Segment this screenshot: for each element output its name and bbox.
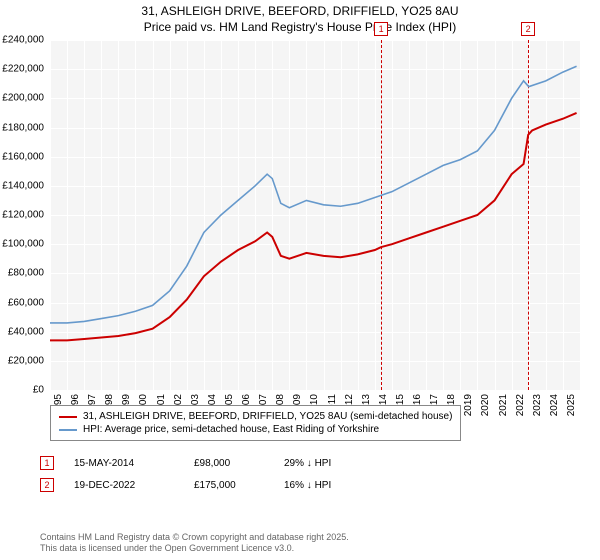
legend-label: HPI: Average price, semi-detached house,… [83, 424, 379, 435]
title-block: 31, ASHLEIGH DRIVE, BEEFORD, DRIFFIELD, … [0, 0, 600, 37]
footer-line-1: Contains HM Land Registry data © Crown c… [40, 532, 349, 543]
event-marker-box: 1 [40, 456, 54, 470]
y-axis-label: £240,000 [2, 35, 44, 46]
chart-area: £0£20,000£40,000£60,000£80,000£100,000£1… [50, 40, 580, 390]
event-marker-box: 2 [40, 478, 54, 492]
legend-item: 31, ASHLEIGH DRIVE, BEEFORD, DRIFFIELD, … [59, 410, 452, 423]
x-axis-label: 2024 [549, 394, 560, 416]
y-axis-label: £40,000 [8, 326, 44, 337]
event-pct: 16% ↓ HPI [284, 480, 374, 491]
y-axis-label: £220,000 [2, 64, 44, 75]
marker-box: 2 [521, 22, 535, 36]
x-axis-label: 2020 [480, 394, 491, 416]
events-table: 1 15-MAY-2014 £98,000 29% ↓ HPI 2 19-DEC… [40, 452, 374, 496]
y-axis-label: £160,000 [2, 151, 44, 162]
event-price: £98,000 [194, 458, 264, 469]
footer: Contains HM Land Registry data © Crown c… [40, 532, 349, 554]
footer-line-2: This data is licensed under the Open Gov… [40, 543, 349, 554]
x-axis-label: 2021 [498, 394, 509, 416]
title-line-2: Price paid vs. HM Land Registry's House … [0, 20, 600, 36]
title-line-1: 31, ASHLEIGH DRIVE, BEEFORD, DRIFFIELD, … [0, 4, 600, 20]
legend-item: HPI: Average price, semi-detached house,… [59, 423, 452, 436]
event-date: 19-DEC-2022 [74, 480, 174, 491]
y-axis-label: £20,000 [8, 355, 44, 366]
y-axis-label: £60,000 [8, 297, 44, 308]
x-axis-label: 2025 [566, 394, 577, 416]
y-axis-label: £180,000 [2, 122, 44, 133]
legend-swatch [59, 429, 77, 431]
event-pct: 29% ↓ HPI [284, 458, 374, 469]
chart-svg [50, 40, 580, 390]
event-row: 1 15-MAY-2014 £98,000 29% ↓ HPI [40, 452, 374, 474]
legend-swatch [59, 416, 77, 418]
chart-container: 31, ASHLEIGH DRIVE, BEEFORD, DRIFFIELD, … [0, 0, 600, 560]
event-row: 2 19-DEC-2022 £175,000 16% ↓ HPI [40, 474, 374, 496]
y-axis-label: £140,000 [2, 180, 44, 191]
event-date: 15-MAY-2014 [74, 458, 174, 469]
y-axis-label: £120,000 [2, 210, 44, 221]
x-axis-label: 2022 [515, 394, 526, 416]
y-axis-label: £100,000 [2, 239, 44, 250]
y-axis-label: £200,000 [2, 93, 44, 104]
event-price: £175,000 [194, 480, 264, 491]
y-axis-label: £0 [33, 385, 44, 396]
y-axis-label: £80,000 [8, 268, 44, 279]
x-axis-label: 2019 [463, 394, 474, 416]
legend-label: 31, ASHLEIGH DRIVE, BEEFORD, DRIFFIELD, … [83, 411, 452, 422]
x-axis-label: 2023 [532, 394, 543, 416]
series-price_paid [50, 113, 577, 341]
legend: 31, ASHLEIGH DRIVE, BEEFORD, DRIFFIELD, … [50, 405, 461, 441]
marker-box: 1 [374, 22, 388, 36]
grid-line-h [50, 390, 580, 391]
